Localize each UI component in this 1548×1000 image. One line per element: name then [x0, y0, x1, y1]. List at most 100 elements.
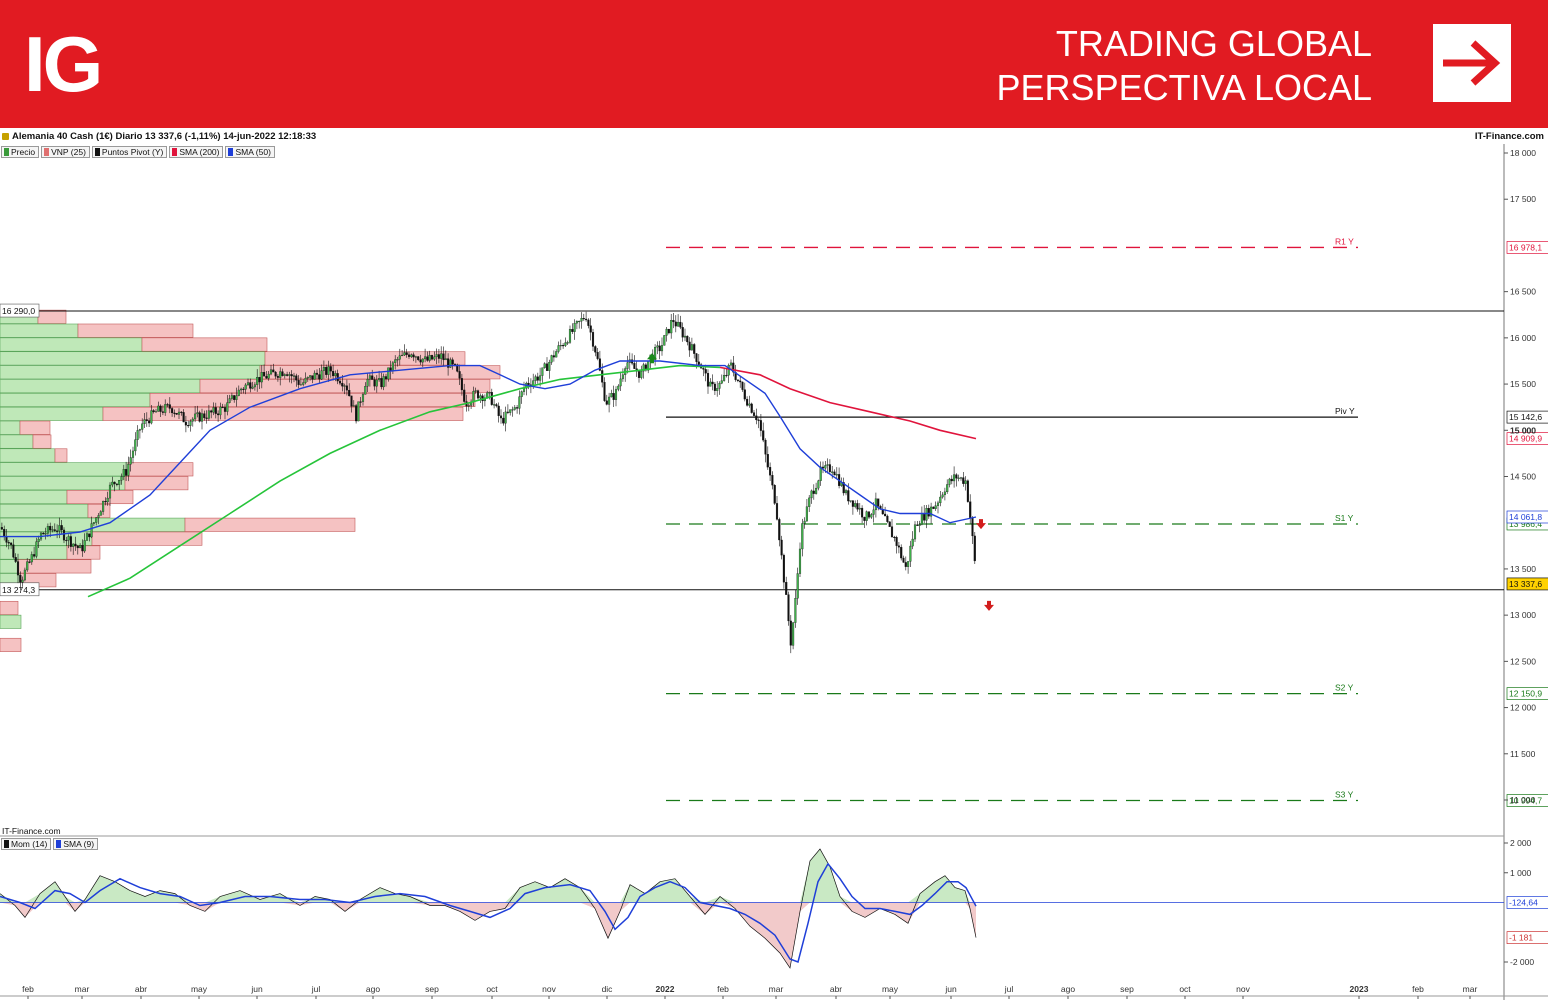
candle-body — [548, 362, 551, 371]
indicator-legend: Precio VNP (25) Puntos Pivot (Y) SMA (200) S… — [1, 146, 275, 158]
candle-body — [817, 480, 820, 489]
instrument-icon — [2, 133, 9, 140]
candle-body — [927, 508, 930, 517]
candle-body — [90, 523, 93, 538]
chart-source: IT-Finance.com — [1474, 131, 1544, 142]
candle-body — [141, 423, 144, 430]
sma-200-green-line — [87, 364, 721, 598]
candle-body — [246, 382, 250, 386]
candle-body — [373, 379, 376, 387]
legend-swatch-icon — [56, 840, 62, 848]
candle-body — [479, 395, 482, 399]
candle-body — [677, 321, 680, 327]
volume-bar-red — [124, 476, 189, 491]
candle-body — [964, 480, 967, 484]
x-tick-label: oct — [1179, 984, 1191, 994]
pivot-label: Piv Y — [1335, 406, 1355, 416]
candle-body — [269, 369, 273, 375]
legend-swatch-icon — [4, 840, 9, 848]
candle-body — [173, 412, 176, 414]
candle-body — [295, 375, 298, 381]
candle-body — [621, 374, 624, 380]
candle-body — [695, 353, 698, 362]
axis-value-label: 14 061,8 — [1509, 512, 1542, 522]
candle-body — [150, 410, 153, 424]
candle-body — [729, 362, 733, 366]
candle-body — [750, 403, 753, 413]
candle-body — [815, 487, 818, 494]
candle-body — [778, 519, 781, 541]
price-chart[interactable]: R1 Y 16 978,1 Piv Y 15 142,6 S1 Y 13 986,4 S2 … — [0, 144, 1548, 1000]
candle-body — [88, 533, 91, 538]
candle-body — [74, 543, 77, 547]
candle-body — [58, 525, 61, 532]
axis-value-box — [1506, 432, 1548, 445]
candle-body — [702, 368, 705, 370]
volume-bar-red — [184, 517, 356, 532]
legend-swatch-icon — [228, 148, 234, 156]
legend-item[interactable]: VNP (25) — [41, 146, 90, 158]
candle-body — [520, 391, 523, 397]
candle-body — [244, 384, 247, 390]
candle-body — [424, 356, 427, 360]
candle-body — [773, 484, 776, 504]
candle-body — [44, 533, 47, 535]
candle-body — [14, 557, 17, 562]
candle-body — [95, 517, 98, 523]
candle-body — [495, 404, 498, 407]
legend-item[interactable]: SMA (200) — [169, 146, 224, 158]
candle-body — [971, 517, 974, 537]
momentum-legend-item[interactable]: Mom (14) — [1, 838, 52, 850]
candle-body — [918, 524, 921, 526]
volume-bar-red — [127, 462, 194, 477]
candle-body — [824, 465, 827, 469]
candle-body — [23, 569, 26, 581]
candle-body — [203, 413, 206, 419]
candle-body — [504, 411, 507, 424]
candle-body — [920, 513, 923, 525]
candle-body — [405, 352, 408, 355]
candle-body — [332, 371, 335, 377]
candle-body — [419, 359, 422, 363]
candle-body — [953, 474, 956, 482]
candle-body — [217, 413, 220, 416]
candle-body — [458, 371, 461, 379]
candle-body — [757, 419, 760, 421]
candle-body — [428, 355, 431, 361]
sma-200-line — [719, 366, 977, 440]
volume-bar-red — [54, 448, 68, 463]
candle-body — [723, 374, 726, 381]
candle-body — [706, 373, 710, 387]
candle-body — [380, 378, 383, 388]
candle-body — [329, 366, 332, 372]
candle-body — [718, 383, 721, 389]
candle-body — [194, 413, 197, 420]
legend-item[interactable]: Precio — [1, 146, 40, 158]
candle-body — [371, 375, 374, 380]
candle-body — [911, 538, 914, 547]
arrow-right-icon[interactable] — [1433, 24, 1511, 102]
candle-body — [447, 358, 450, 368]
candle-body — [205, 417, 208, 419]
legend-item[interactable]: SMA (50) — [225, 146, 275, 158]
candle-body — [683, 335, 687, 338]
volume-bar-red — [149, 393, 476, 407]
x-tick-label: mar — [75, 984, 90, 994]
signal-arrows — [647, 353, 994, 611]
candle-body — [281, 371, 284, 376]
volume-bar-red — [77, 323, 194, 338]
x-tick-label: abr — [830, 984, 842, 994]
candle-body — [626, 362, 629, 369]
candle-body — [345, 385, 348, 391]
momentum-legend-item[interactable]: SMA (9) — [53, 838, 99, 850]
candle-body — [713, 383, 716, 391]
mom-sma-box — [1506, 896, 1548, 909]
candle-body — [334, 373, 337, 377]
candle-body — [191, 418, 194, 422]
candle-body — [129, 457, 132, 465]
candle-body — [608, 396, 611, 405]
candle-body — [302, 382, 305, 385]
legend-item[interactable]: Puntos Pivot (Y) — [91, 146, 168, 158]
candle-body — [341, 383, 344, 387]
candle-body — [212, 407, 215, 413]
